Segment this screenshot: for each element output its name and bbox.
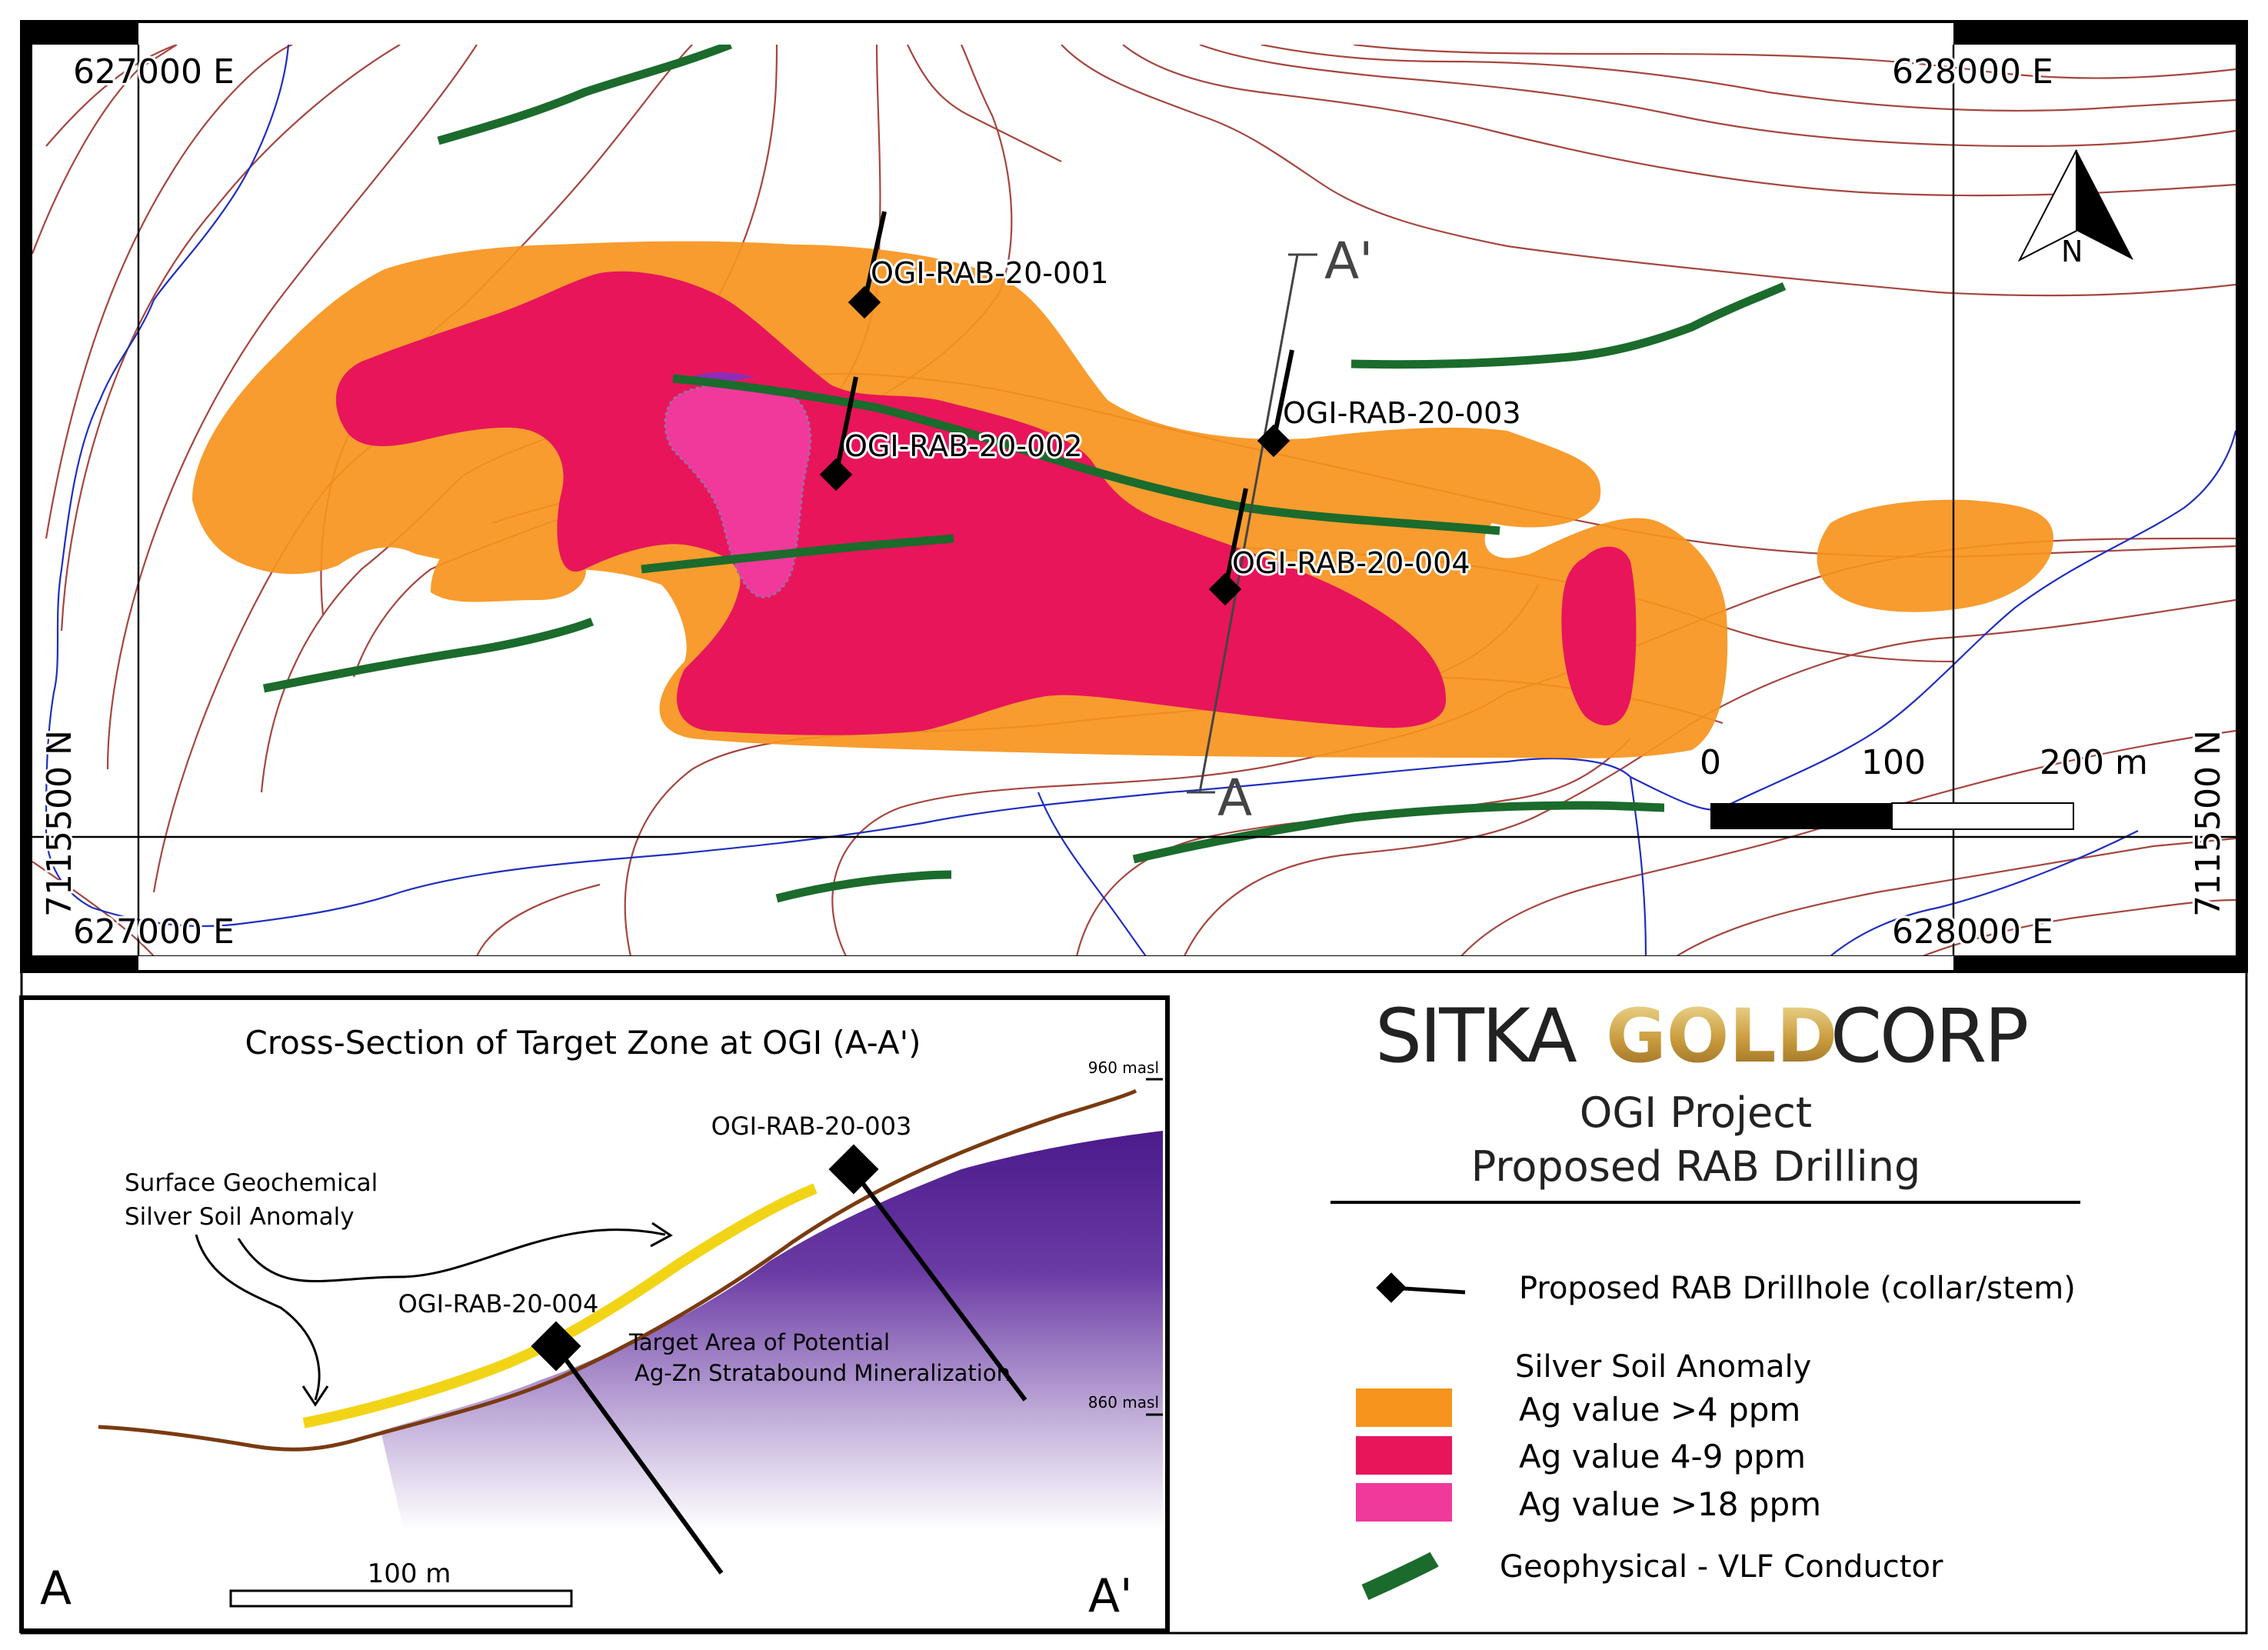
frame-corner-bl bbox=[22, 956, 138, 972]
frame-right-bar bbox=[2236, 45, 2246, 956]
legend-item-label: Ag value >18 ppm bbox=[1519, 1485, 1821, 1523]
section-end-label: A' bbox=[1324, 232, 1373, 291]
vlf-conductors bbox=[262, 45, 1787, 903]
easting-label-top-left: 627000 E bbox=[73, 52, 235, 92]
section-end-left: A bbox=[40, 1562, 72, 1615]
target-label-line2: Ag-Zn Stratabound Mineralization bbox=[634, 1360, 1011, 1386]
target-zone-wedge bbox=[381, 1131, 1163, 1531]
surface-soil-anomaly-band bbox=[302, 1183, 818, 1428]
section-end-right: A' bbox=[1088, 1569, 1133, 1623]
plan-map: OGI-RAB-20-001 OGI-RAB-20-002 OGI-RAB-20… bbox=[20, 20, 2248, 973]
topographic-surface bbox=[98, 1088, 1137, 1452]
drillhole-004-marker[interactable] bbox=[1208, 488, 1248, 606]
legend-swatch-orange bbox=[1356, 1388, 1452, 1427]
drillhole-003-marker[interactable] bbox=[1257, 349, 1294, 458]
northing-label-right: 7115500 N bbox=[2189, 730, 2228, 917]
scale-tick-label: 100 bbox=[1861, 743, 1926, 782]
section-scale-bar bbox=[229, 1589, 573, 1608]
stream-lines bbox=[45, 45, 2236, 956]
drillhole-001-marker[interactable] bbox=[848, 211, 887, 319]
section-label-hole-004: OGI-RAB-20-004 bbox=[398, 1289, 599, 1318]
legend-swatch-pink bbox=[1356, 1483, 1452, 1522]
north-label: N bbox=[2061, 235, 2083, 268]
legend: Proposed RAB Drillhole (collar/stem) Sil… bbox=[1356, 1271, 2076, 1601]
cross-section-title: Cross-Section of Target Zone at OGI (A-A… bbox=[245, 1024, 921, 1062]
scale-tick-label: 0 bbox=[1700, 743, 1721, 782]
drillhole-label: OGI-RAB-20-001 bbox=[871, 256, 1109, 290]
drillhole-label: OGI-RAB-20-004 bbox=[1232, 546, 1470, 580]
section-scale-label: 100 m bbox=[368, 1558, 451, 1589]
frame-corner-tl bbox=[22, 22, 138, 45]
target-label-line1: Target Area of Potential bbox=[628, 1329, 890, 1355]
anomaly-red-main bbox=[335, 271, 1446, 735]
legend-drillhole-icon bbox=[1376, 1272, 1466, 1303]
logo-word-gold: GOLD bbox=[1606, 993, 1837, 1079]
project-name: OGI Project bbox=[1580, 1088, 1812, 1137]
logo-word-sitka: SITKA bbox=[1375, 993, 1577, 1079]
frame-left-bar bbox=[22, 45, 32, 956]
title-block: SITKA GOLD CORP OGI Project Proposed RAB… bbox=[1330, 993, 2080, 1204]
legend-conductor-icon bbox=[1361, 1552, 1439, 1601]
section-drillholes bbox=[531, 1144, 1027, 1575]
northing-label-left: 7115500 N bbox=[40, 730, 79, 917]
legend-anomaly-heading: Silver Soil Anomaly bbox=[1515, 1349, 1811, 1385]
scale-tick-label: 200 m bbox=[2040, 743, 2148, 782]
north-arrow-icon: N bbox=[2017, 149, 2133, 268]
logo-word-corp: CORP bbox=[1830, 993, 2027, 1079]
map-scale-bar: 0 100 200 m bbox=[1698, 742, 2150, 830]
easting-label-top-right: 628000 E bbox=[1892, 52, 2053, 92]
anomaly-red-east bbox=[1561, 546, 1637, 726]
company-logo: SITKA GOLD CORP bbox=[1375, 993, 2029, 1079]
section-line-a-a-prime bbox=[1187, 253, 1317, 794]
easting-label-bottom-right: 628000 E bbox=[1892, 912, 2053, 952]
frame-corner-tr bbox=[1953, 22, 2246, 45]
frame-corner-br bbox=[1953, 956, 2246, 972]
anomaly-label-line1: Surface Geochemical bbox=[125, 1169, 378, 1197]
legend-item-label: Ag value 4-9 ppm bbox=[1519, 1438, 1806, 1475]
vlf-conductor bbox=[437, 45, 732, 145]
vlf-conductor bbox=[641, 534, 954, 574]
vlf-conductor bbox=[1132, 801, 1665, 864]
elevation-ticks bbox=[1146, 1078, 1163, 1416]
legend-drillhole-label: Proposed RAB Drillhole (collar/stem) bbox=[1519, 1271, 2076, 1306]
legend-swatch-red bbox=[1356, 1436, 1452, 1475]
cross-section-panel: Cross-Section of Target Zone at OGI (A-A… bbox=[19, 995, 1170, 1633]
annotation-arrows bbox=[195, 1222, 673, 1407]
anomaly-pink bbox=[664, 383, 812, 598]
drillhole-label: OGI-RAB-20-002 bbox=[844, 429, 1083, 463]
anomaly-orange-east bbox=[1817, 499, 2053, 612]
easting-label-bottom-left: 627000 E bbox=[73, 912, 235, 952]
elevation-label-top: 960 masl bbox=[1088, 1058, 1159, 1077]
vlf-conductor bbox=[1350, 282, 1787, 369]
elevation-label-bottom: 860 masl bbox=[1088, 1393, 1159, 1412]
anomaly-label-line2: Silver Soil Anomaly bbox=[125, 1203, 355, 1231]
legend-conductor-label: Geophysical - VLF Conductor bbox=[1500, 1549, 1943, 1585]
section-start-label: A bbox=[1217, 768, 1252, 828]
drillhole-markers bbox=[819, 211, 1294, 606]
drillhole-label: OGI-RAB-20-003 bbox=[1283, 396, 1521, 430]
legend-item-label: Ag value >4 ppm bbox=[1519, 1391, 1800, 1428]
map-subtitle: Proposed RAB Drilling bbox=[1471, 1142, 1921, 1191]
drillhole-002-marker[interactable] bbox=[819, 376, 858, 492]
vlf-conductor bbox=[672, 374, 1500, 535]
vlf-conductor bbox=[262, 617, 594, 693]
section-label-hole-003: OGI-RAB-20-003 bbox=[711, 1112, 912, 1141]
vlf-conductor bbox=[775, 870, 952, 903]
